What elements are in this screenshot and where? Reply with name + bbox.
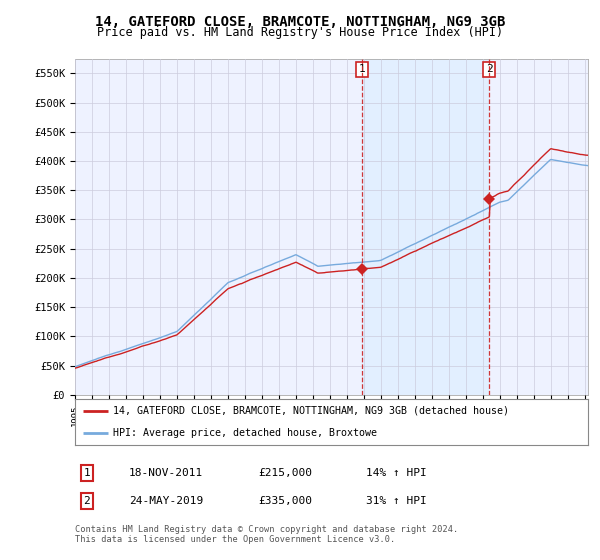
Text: 2: 2 bbox=[83, 496, 91, 506]
Text: 2: 2 bbox=[486, 64, 493, 74]
Text: £335,000: £335,000 bbox=[258, 496, 312, 506]
Text: 18-NOV-2011: 18-NOV-2011 bbox=[129, 468, 203, 478]
Text: Price paid vs. HM Land Registry's House Price Index (HPI): Price paid vs. HM Land Registry's House … bbox=[97, 26, 503, 39]
Text: 14, GATEFORD CLOSE, BRAMCOTE, NOTTINGHAM, NG9 3GB: 14, GATEFORD CLOSE, BRAMCOTE, NOTTINGHAM… bbox=[95, 15, 505, 29]
Bar bbox=[362, 59, 489, 395]
Text: 31% ↑ HPI: 31% ↑ HPI bbox=[366, 496, 427, 506]
Text: £215,000: £215,000 bbox=[258, 468, 312, 478]
Text: 1: 1 bbox=[358, 64, 365, 74]
Text: 14, GATEFORD CLOSE, BRAMCOTE, NOTTINGHAM, NG9 3GB (detached house): 14, GATEFORD CLOSE, BRAMCOTE, NOTTINGHAM… bbox=[113, 406, 509, 416]
Text: 1: 1 bbox=[83, 468, 91, 478]
Text: 14% ↑ HPI: 14% ↑ HPI bbox=[366, 468, 427, 478]
Text: Contains HM Land Registry data © Crown copyright and database right 2024.
This d: Contains HM Land Registry data © Crown c… bbox=[75, 525, 458, 544]
Text: HPI: Average price, detached house, Broxtowe: HPI: Average price, detached house, Brox… bbox=[113, 428, 377, 438]
Text: 24-MAY-2019: 24-MAY-2019 bbox=[129, 496, 203, 506]
